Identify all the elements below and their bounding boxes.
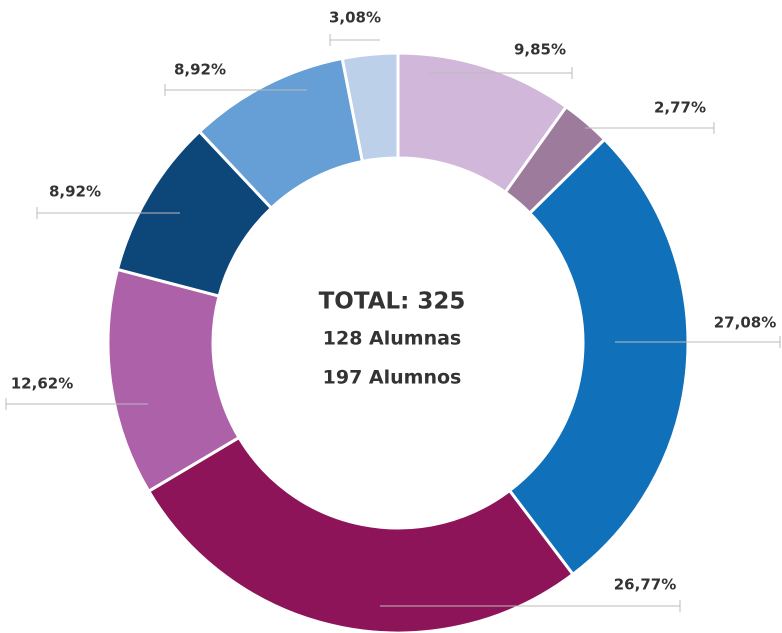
- value-label: 8,92%: [49, 183, 101, 201]
- center-line: 197 Alumnos: [323, 367, 462, 389]
- value-label: 8,92%: [174, 61, 226, 79]
- donut-slice: [146, 435, 576, 633]
- donut-slice: [507, 137, 690, 577]
- value-label: 3,08%: [329, 9, 381, 27]
- value-label: 2,77%: [654, 99, 706, 117]
- value-label: 27,08%: [714, 314, 776, 332]
- value-label: 26,77%: [614, 576, 676, 594]
- value-label: 12,62%: [11, 375, 73, 393]
- donut-slice: [340, 51, 400, 164]
- center-line: 128 Alumnas: [323, 328, 461, 350]
- center-total: TOTAL: 325: [319, 289, 466, 315]
- value-label: 9,85%: [514, 41, 566, 59]
